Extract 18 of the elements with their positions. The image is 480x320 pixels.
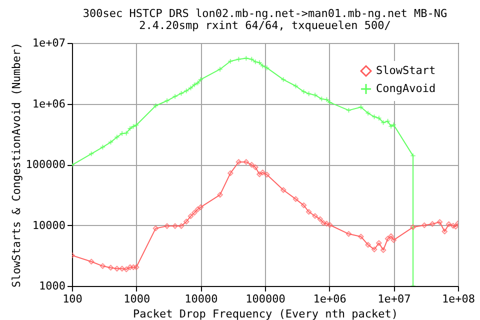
chart-title: 300sec HSTCP DRS lon02.mb-ng.net->man01.mb-ng.net MB-NG bbox=[82, 7, 448, 20]
x-tick-label: 10000 bbox=[184, 292, 218, 306]
x-tick-label: 100000 bbox=[246, 292, 286, 306]
y-tick-label: 10000 bbox=[32, 218, 66, 232]
x-tick-label: 1e+06 bbox=[313, 292, 346, 306]
x-tick-label: 100 bbox=[62, 292, 82, 306]
chart-subtitle: 2.4.20smp rxint 64/64, txqueuelen 500/ bbox=[139, 19, 391, 32]
y-tick-label: 100000 bbox=[26, 158, 66, 171]
y-tick-label: 1e+07 bbox=[32, 36, 66, 50]
y-tick-label: 1000 bbox=[39, 280, 66, 292]
x-tick-label: 1e+08 bbox=[442, 292, 476, 306]
x-axis-title: Packet Drop Frequency (Every nth packet) bbox=[133, 308, 398, 320]
legend-label: CongAvoid bbox=[376, 82, 436, 95]
x-tick-label: 1e+07 bbox=[378, 292, 411, 306]
x-tick-label: 1000 bbox=[124, 292, 150, 306]
y-tick-label: 1e+06 bbox=[32, 97, 66, 110]
y-axis-title: SlowStarts & CongestionAvoid (Number) bbox=[10, 42, 23, 288]
legend-label: SlowStart bbox=[376, 64, 436, 77]
